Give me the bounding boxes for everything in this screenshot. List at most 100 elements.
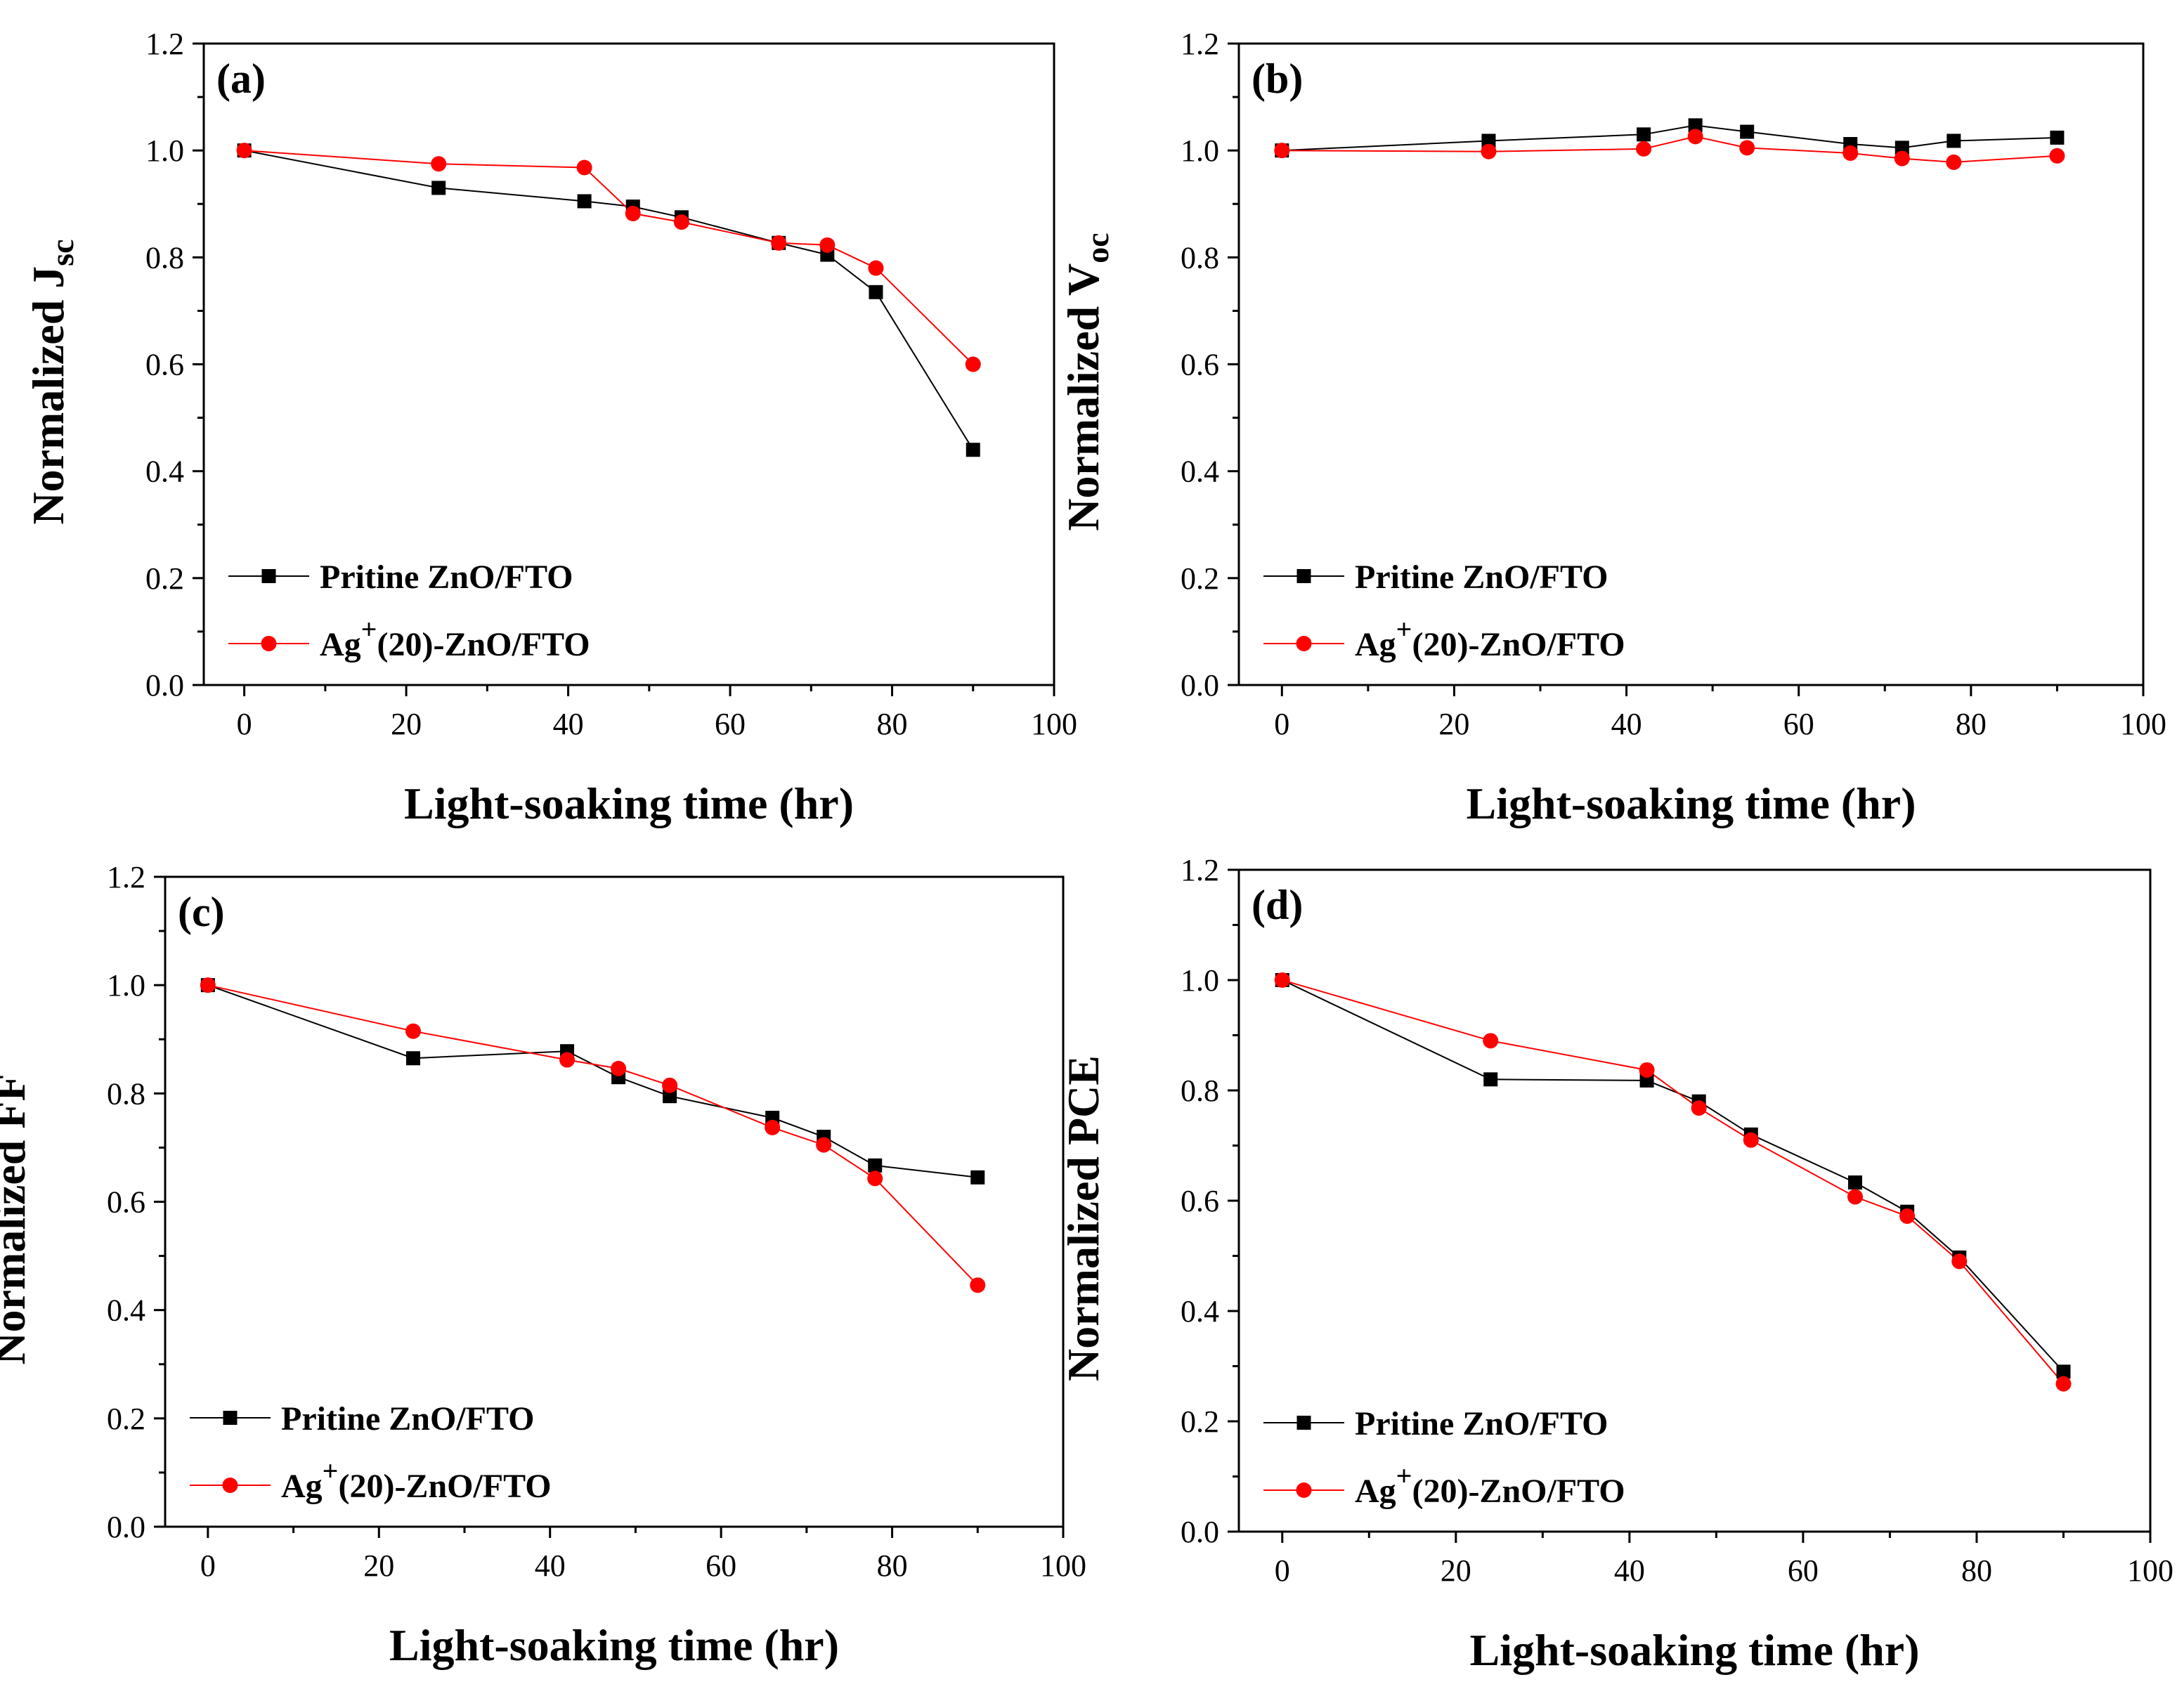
data-point-square [431,181,446,195]
x-tick-label: 0 [1274,707,1289,741]
x-tick-label: 20 [1438,707,1469,741]
y-tick-label: 0.6 [1181,1184,1219,1218]
data-point-circle [816,1137,832,1153]
legend-marker-circle [261,636,277,651]
x-tick-label: 20 [391,707,422,741]
y-tick-label: 0.8 [1181,1074,1219,1108]
x-axis-title: Light-soaking time (hr) [1470,1625,1920,1675]
data-point-circle [200,977,216,993]
x-tick-label: 80 [1961,1553,1992,1588]
data-point-square [1639,1073,1654,1088]
data-point-circle [1483,1033,1499,1049]
legend-superscript: + [1396,1460,1412,1492]
data-point-circle [771,235,787,251]
x-tick-label: 100 [2127,1553,2173,1588]
legend-superscript: + [323,1455,339,1487]
x-tick-label: 20 [1441,1553,1471,1588]
legend-marker-circle [1296,1482,1312,1498]
y-tick-label: 1.2 [1181,27,1219,61]
y-tick-label: 0.4 [145,455,184,489]
legend-name-rest: (20)-ZnO/FTO [338,1468,551,1505]
x-tick-label: 80 [877,1548,908,1583]
y-axis-title-main: Normalized V [1058,263,1108,531]
legend-marker-square [261,569,276,583]
legend-name: Pritine ZnO/FTO [1355,559,1608,596]
y-axis-title: Normalized FF [0,1074,34,1364]
data-point-square [2050,130,2065,145]
panel-label: (c) [178,889,225,935]
y-tick-label: 0.4 [1181,1294,1219,1329]
y-tick-label: 0.0 [1181,668,1219,703]
x-tick-label: 60 [1783,707,1814,741]
data-point-square [405,1051,420,1066]
data-point-circle [868,260,884,276]
series-line-1 [244,150,974,365]
data-point-circle [405,1023,421,1039]
data-point-circle [819,237,836,253]
data-point-circle [559,1052,576,1068]
legend-label-1: Ag+(20)-ZnO/FTO [320,613,590,663]
series-line-1 [1282,979,2065,1385]
x-tick-label: 80 [1956,707,1987,741]
x-tick-label: 0 [200,1548,216,1583]
data-point-circle [236,143,252,159]
legend-marker-circle [1296,636,1312,651]
x-axis-title: Light-soaking time (hr) [1467,778,1916,828]
legend-marker-square [223,1411,238,1425]
series-line-1 [1282,136,2058,163]
data-point-circle [576,159,592,176]
legend-superscript: + [1396,613,1412,645]
x-tick-label: 60 [715,707,746,741]
y-tick-label: 0.6 [107,1185,145,1220]
legend-label-0: Pritine ZnO/FTO [1355,559,1608,596]
panel-label: (a) [216,56,266,102]
y-tick-label: 0.0 [145,668,184,703]
data-point-square [1946,133,1961,148]
data-point-circle [2049,148,2065,164]
data-point-circle [1894,150,1910,167]
legend-label-1: Ag+(20)-ZnO/FTO [1355,613,1625,663]
x-tick-label: 100 [1040,1548,1086,1583]
data-point-circle [1636,141,1652,157]
data-point-square [966,443,980,457]
y-tick-label: 1.2 [145,27,184,61]
y-tick-label: 0.4 [107,1293,145,1328]
y-tick-label: 1.2 [107,860,145,894]
data-point-circle [611,1060,627,1076]
x-tick-label: 40 [535,1548,566,1583]
legend-name-rest: (20)-ZnO/FTO [377,626,590,663]
data-point-circle [1274,972,1290,988]
data-point-circle [970,1277,986,1293]
x-tick-label: 40 [1614,1553,1645,1588]
data-point-circle [1743,1132,1759,1148]
y-tick-label: 0.8 [107,1076,145,1111]
data-point-square [1481,133,1496,148]
legend-marker-square [1296,1416,1311,1430]
data-point-square [869,285,883,299]
x-tick-label: 60 [706,1548,736,1583]
data-point-square [970,1170,985,1185]
data-point-circle [965,356,981,372]
x-tick-label: 80 [877,707,908,741]
legend-label-1: Ag+(20)-ZnO/FTO [1355,1460,1625,1510]
series-line-1 [207,984,979,1286]
data-point-square [663,1089,677,1104]
data-point-circle [1274,143,1290,159]
y-axis-title: Normalized PCE [1058,1055,1108,1381]
y-tick-label: 0.4 [1181,455,1219,489]
x-tick-label: 60 [1788,1553,1819,1588]
data-point-circle [1739,140,1755,156]
data-point-circle [1481,143,1497,159]
x-tick-label: 0 [1275,1553,1290,1588]
y-tick-label: 1.2 [1181,853,1219,887]
y-tick-label: 1.0 [1181,133,1219,168]
legend-marker-circle [222,1478,238,1493]
legend-marker-square [1296,569,1311,583]
y-axis-title-subscript: oc [1079,233,1115,263]
data-point-circle [431,156,447,172]
data-point-circle [662,1077,678,1093]
y-tick-label: 0.2 [107,1402,145,1436]
y-tick-label: 0.8 [145,240,184,275]
y-tick-label: 0.2 [145,561,184,596]
